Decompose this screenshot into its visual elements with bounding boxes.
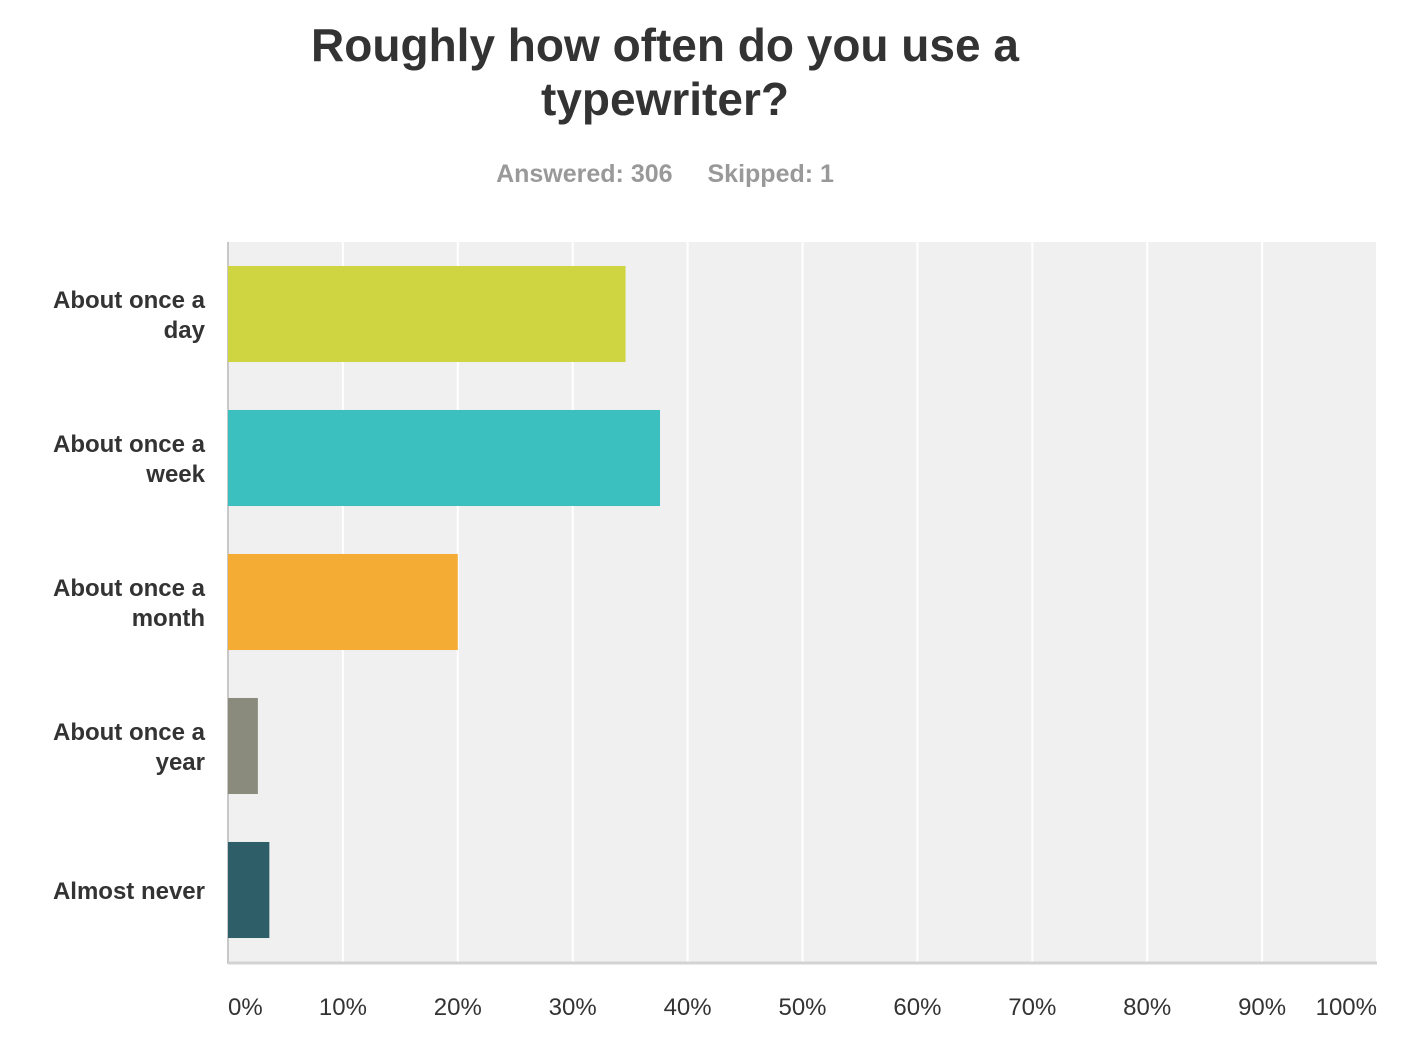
x-tick-label: 80%: [1123, 994, 1171, 1021]
x-tick-label: 20%: [434, 994, 482, 1021]
x-tick-label: 40%: [664, 994, 712, 1021]
x-tick-label: 60%: [893, 994, 941, 1021]
x-tick-label: 50%: [778, 994, 826, 1021]
bar: [228, 265, 626, 363]
answered-count: Answered: 306: [496, 160, 673, 188]
x-tick-label: 30%: [549, 994, 597, 1021]
skipped-count: Skipped: 1: [707, 160, 834, 188]
category-label: Almost never: [53, 878, 205, 905]
category-label: year: [156, 749, 205, 776]
x-tick-label: 0%: [228, 994, 263, 1021]
x-tick-label: 90%: [1238, 994, 1286, 1021]
chart-title-line-2: typewriter?: [541, 73, 789, 125]
bar: [228, 841, 270, 939]
bar: [228, 409, 661, 507]
x-tick-label: 100%: [1316, 994, 1377, 1021]
category-label: About once a: [53, 575, 206, 602]
category-label: About once a: [53, 719, 206, 746]
x-tick-label: 70%: [1008, 994, 1056, 1021]
category-label: About once a: [53, 431, 206, 458]
chart-title: Roughly how often do you use a typewrite…: [250, 18, 1080, 126]
category-label: week: [145, 461, 205, 488]
chart-title-line-1: Roughly how often do you use a: [311, 19, 1019, 71]
category-label: month: [132, 605, 205, 632]
category-label: About once a: [53, 287, 206, 314]
response-summary: Answered: 306 Skipped: 1: [250, 160, 1080, 189]
category-label: day: [164, 317, 206, 344]
x-tick-label: 10%: [319, 994, 367, 1021]
bar: [228, 553, 458, 651]
bar: [228, 697, 258, 795]
